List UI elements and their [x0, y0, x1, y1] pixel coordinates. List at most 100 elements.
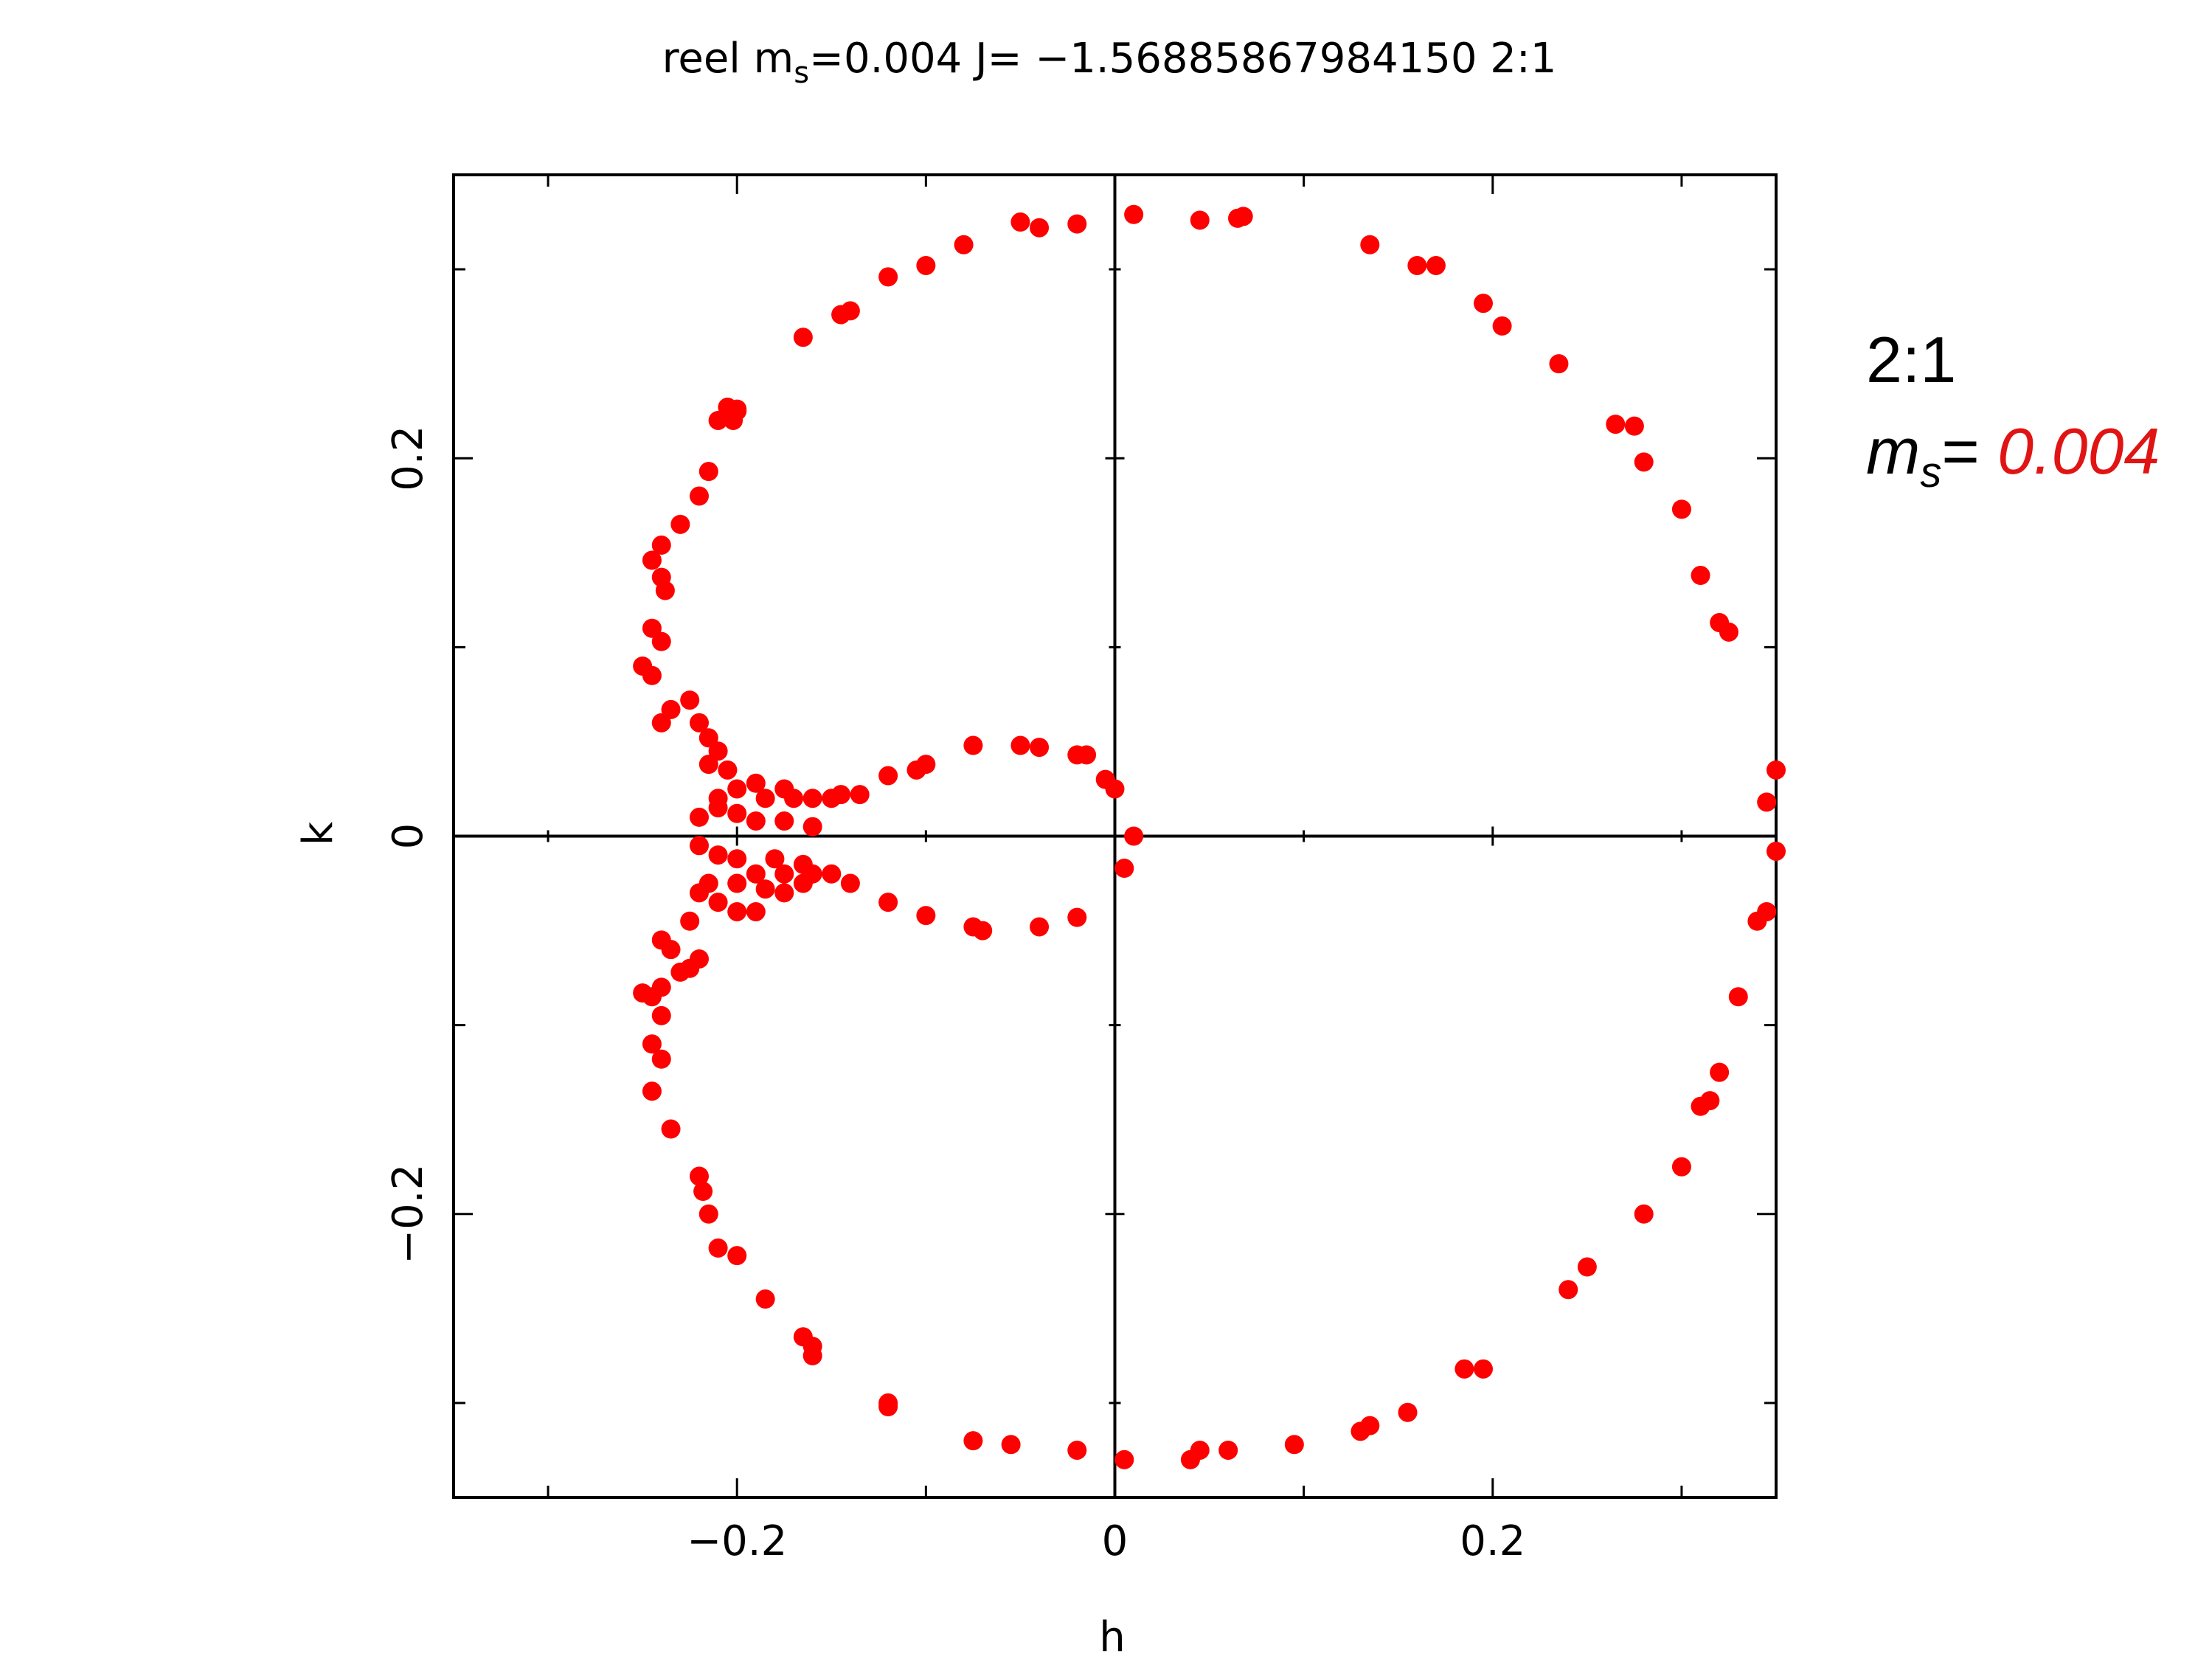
data-point: [651, 536, 671, 555]
data-point: [916, 255, 936, 275]
data-point: [689, 836, 709, 856]
y-tick-label: −0.2: [384, 1164, 432, 1264]
data-point: [689, 486, 709, 506]
data-point: [651, 631, 671, 651]
data-point: [1671, 1157, 1691, 1177]
data-point: [916, 906, 936, 926]
data-point: [822, 864, 842, 884]
data-point: [1030, 218, 1050, 238]
data-point: [878, 1397, 898, 1417]
data-point: [1010, 212, 1030, 232]
ms-equals: =: [1941, 415, 1998, 488]
data-point: [698, 462, 718, 482]
y-tick-label: 0: [384, 823, 432, 850]
data-point: [680, 911, 700, 931]
data-point: [878, 766, 898, 786]
data-point: [793, 873, 813, 893]
data-point: [708, 1238, 728, 1258]
chart-title: reel ms=0.004 J= −1.56885867984150 2:1: [662, 35, 1557, 90]
data-point: [670, 514, 690, 534]
data-point: [1719, 622, 1738, 642]
data-point: [1767, 760, 1786, 780]
data-point: [1114, 1450, 1134, 1469]
data-point: [802, 817, 822, 837]
data-point: [963, 735, 983, 755]
data-point: [1398, 1402, 1418, 1422]
data-point: [708, 741, 728, 761]
data-point: [689, 713, 709, 732]
data-point: [698, 1204, 718, 1224]
y-axis-label: k: [294, 821, 342, 845]
data-point: [793, 328, 813, 347]
data-point: [1455, 1359, 1474, 1379]
data-point: [878, 267, 898, 287]
data-point: [1218, 1440, 1238, 1460]
data-point: [850, 785, 870, 805]
data-point: [1767, 841, 1786, 861]
data-point: [708, 845, 728, 865]
ms-value: 0.004: [1997, 415, 2160, 488]
data-point: [1473, 1359, 1493, 1379]
data-point: [1549, 354, 1569, 374]
data-point: [1577, 1257, 1597, 1277]
data-point: [1473, 294, 1493, 314]
x-tick-label: −0.2: [687, 1517, 787, 1565]
data-point: [727, 779, 747, 799]
data-point: [1606, 415, 1626, 434]
data-point: [651, 713, 671, 732]
data-point: [1700, 1091, 1720, 1111]
x-tick-label: 0: [1102, 1517, 1128, 1565]
data-point: [755, 789, 775, 808]
x-tick-label: 0.2: [1460, 1517, 1525, 1565]
ms-subscript: s: [1920, 448, 1942, 496]
data-point: [1124, 826, 1144, 846]
data-point: [746, 811, 766, 831]
data-point: [774, 883, 794, 903]
y-tick-label: 0.2: [384, 426, 432, 491]
data-point: [1559, 1280, 1578, 1300]
data-point: [1671, 499, 1691, 519]
data-point: [670, 962, 690, 982]
data-point: [1757, 901, 1777, 921]
data-point: [1634, 1204, 1654, 1224]
axes-layer: −0.2 0 0.2 −0.2 0 0.2: [384, 173, 1778, 1565]
data-point: [1691, 566, 1710, 586]
data-point: [698, 755, 718, 775]
data-point: [727, 873, 747, 893]
data-point: [1233, 207, 1253, 226]
data-point: [774, 864, 794, 884]
data-point: [774, 811, 794, 831]
data-point: [746, 864, 766, 884]
data-point: [802, 1345, 822, 1365]
data-point: [963, 1431, 983, 1451]
data-point: [1105, 779, 1125, 799]
data-point: [1010, 735, 1030, 755]
data-point: [727, 803, 747, 823]
ratio-label: 2:1: [1866, 323, 1957, 396]
data-point: [1114, 859, 1134, 879]
data-point: [718, 760, 738, 780]
data-point: [746, 901, 766, 921]
data-point: [1426, 255, 1446, 275]
data-point: [642, 1081, 662, 1101]
data-point: [1284, 1435, 1304, 1455]
data-point: [755, 1289, 775, 1309]
data-point: [1077, 745, 1097, 765]
data-point: [1001, 1435, 1021, 1455]
data-point: [765, 849, 785, 869]
data-point: [1634, 452, 1654, 472]
data-point: [1757, 792, 1777, 812]
chart-title-subscript: s: [794, 56, 809, 90]
data-point: [878, 893, 898, 912]
x-axis-label: h: [1099, 1613, 1126, 1659]
data-point: [689, 883, 709, 903]
data-point: [727, 849, 747, 869]
data-point: [831, 785, 851, 805]
data-point: [655, 581, 675, 600]
data-point: [1710, 1062, 1730, 1082]
data-point: [1124, 204, 1144, 224]
data-point: [802, 789, 822, 808]
data-point: [727, 401, 747, 421]
data-point: [1190, 210, 1210, 230]
data-point: [661, 1119, 681, 1139]
